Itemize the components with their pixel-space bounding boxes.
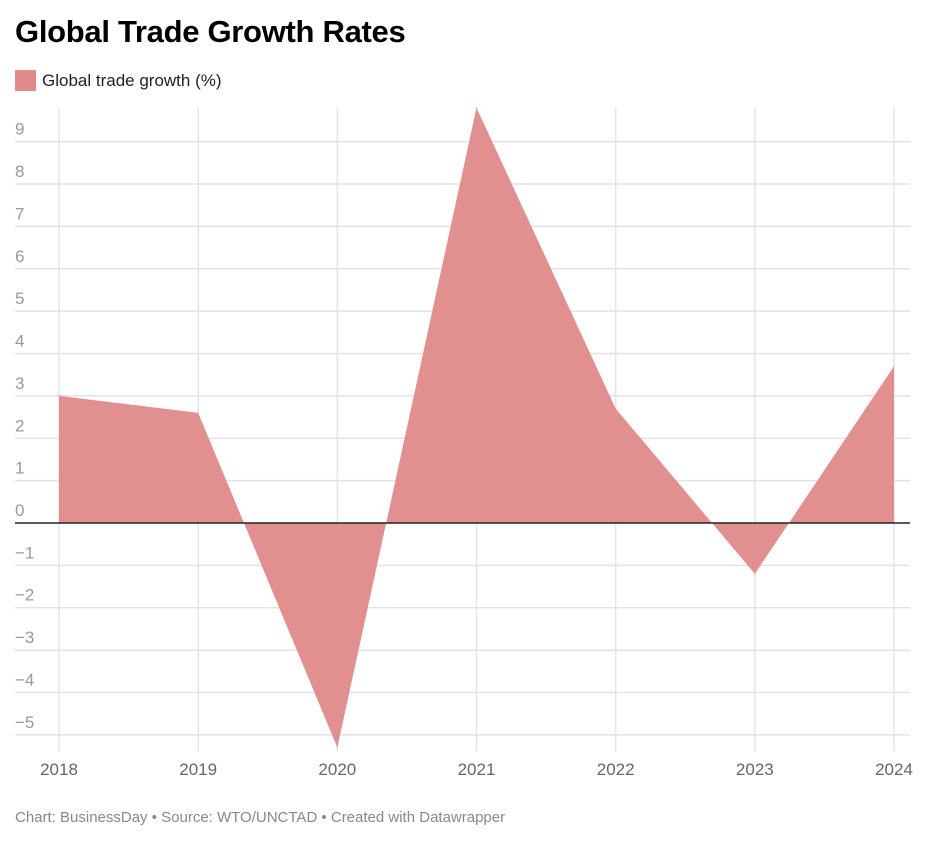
- y-tick-label: 5: [15, 289, 24, 308]
- x-tick-label: 2019: [179, 760, 217, 779]
- y-tick-label: 0: [15, 501, 24, 520]
- data-point: [615, 408, 617, 410]
- chart-footer: Chart: BusinessDay • Source: WTO/UNCTAD …: [15, 809, 506, 826]
- data-point: [336, 747, 338, 749]
- y-tick-label: −5: [15, 713, 34, 732]
- y-tick-label: 6: [15, 247, 24, 266]
- data-point: [197, 412, 199, 414]
- area-series: [59, 107, 894, 748]
- x-tick-label: 2020: [318, 760, 356, 779]
- data-point: [754, 573, 756, 575]
- y-tick-label: 2: [15, 416, 24, 435]
- y-tick-label: −2: [15, 586, 34, 605]
- y-tick-label: −1: [15, 543, 34, 562]
- data-point: [58, 395, 60, 397]
- x-tick-label: 2024: [875, 760, 913, 779]
- y-tick-label: −4: [15, 670, 34, 689]
- data-point: [893, 365, 895, 367]
- legend-label: Global trade growth (%): [42, 70, 222, 90]
- chart-title: Global Trade Growth Rates: [15, 14, 406, 49]
- y-tick-label: 7: [15, 204, 24, 223]
- chart-plot: 9 8 7 6 5 4 3 2 1 0 −1 −2 −3 −4 −5 2018 2019 2020 2021 2022…: [15, 107, 913, 779]
- legend-swatch: [15, 70, 36, 91]
- y-tick-label: 1: [15, 459, 24, 478]
- y-tick-label: −3: [15, 628, 34, 647]
- x-tick-label: 2021: [458, 760, 496, 779]
- data-point: [476, 107, 477, 109]
- y-tick-label: 3: [15, 374, 24, 393]
- x-tick-label: 2023: [736, 760, 774, 779]
- y-tick-label: 9: [15, 120, 24, 139]
- y-tick-label: 4: [15, 332, 24, 351]
- x-tick-label: 2018: [40, 760, 78, 779]
- legend: Global trade growth (%): [15, 70, 222, 91]
- y-tick-label: 8: [15, 162, 24, 181]
- x-tick-label: 2022: [597, 760, 635, 779]
